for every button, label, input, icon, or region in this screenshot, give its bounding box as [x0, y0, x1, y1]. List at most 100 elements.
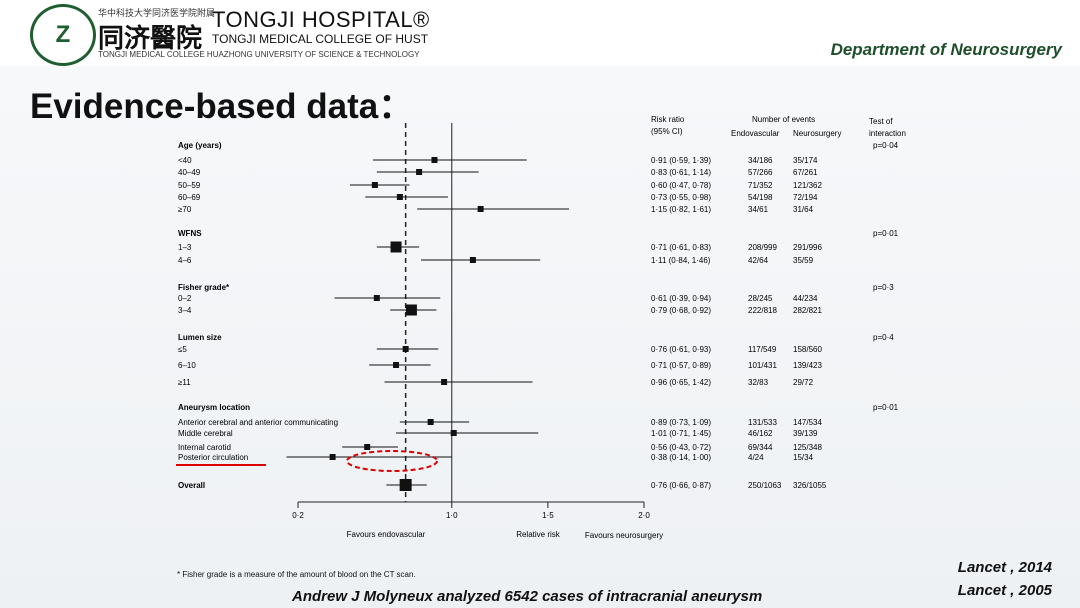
- risk-ratio-value: 0·76 (0·66, 0·87): [651, 481, 711, 490]
- risk-ratio-value: 0·38 (0·14, 1·00): [651, 453, 711, 462]
- header-bar: Z 华中科技大学同济医学院附属 同济醫院 TONGJI HOSPITAL® TO…: [0, 0, 1080, 69]
- header-full-name: TONGJI MEDICAL COLLEGE HUAZHONG UNIVERSI…: [98, 50, 420, 59]
- endovascular-events: 46/162: [748, 429, 773, 438]
- neurosurgery-events: 15/34: [793, 453, 814, 462]
- neurosurgery-events: 35/174: [793, 156, 818, 165]
- risk-ratio-value: 0·76 (0·61, 0·93): [651, 345, 711, 354]
- row-label: Anterior cerebral and anterior communica…: [178, 418, 338, 427]
- reference-1: Lancet , 2014: [957, 559, 1052, 576]
- risk-ratio-value: 0·73 (0·55, 0·98): [651, 193, 711, 202]
- effect-marker: [477, 206, 484, 212]
- effect-marker: [393, 362, 400, 368]
- row-label: 60–69: [178, 193, 201, 202]
- row-label: 6–10: [178, 361, 196, 370]
- interaction-p: p=0·04: [873, 141, 899, 150]
- risk-ratio-value: 0·61 (0·39, 0·94): [651, 294, 711, 303]
- row-label: ≤5: [178, 345, 187, 354]
- axis-label-center: Relative risk: [516, 530, 561, 539]
- risk-ratio-value: 0·89 (0·73, 1·09): [651, 418, 711, 427]
- department-label: Department of Neurosurgery: [830, 40, 1062, 59]
- row-label: 1–3: [178, 243, 192, 252]
- axis-label-right: Favours neurosurgery: [585, 531, 663, 540]
- header-chinese-title: 同济醫院: [98, 24, 203, 54]
- risk-ratio-value: 0·96 (0·65, 1·42): [651, 378, 711, 387]
- neurosurgery-events: 72/194: [793, 193, 818, 202]
- endovascular-events: 57/266: [748, 168, 773, 177]
- endovascular-events: 131/533: [748, 418, 777, 427]
- row-label: 3–4: [178, 306, 192, 315]
- risk-ratio-value: 0·60 (0·47, 0·78): [651, 181, 711, 190]
- effect-marker: [469, 257, 476, 263]
- effect-marker: [431, 157, 438, 163]
- neurosurgery-events: 125/348: [793, 443, 822, 452]
- endovascular-events: 101/431: [748, 361, 777, 370]
- axis-label-left: Favours endovascular: [347, 530, 426, 539]
- neurosurgery-events: 31/64: [793, 205, 814, 214]
- interaction-p: p=0·01: [873, 403, 899, 412]
- tick-label: 1·5: [542, 511, 554, 520]
- row-label: Middle cerebral: [178, 429, 233, 438]
- tick-label: 0·2: [292, 511, 304, 520]
- endovascular-events: 250/1063: [748, 481, 782, 490]
- neurosurgery-events: 326/1055: [793, 481, 827, 490]
- group-label: Age (years): [178, 141, 222, 150]
- effect-marker: [373, 295, 380, 301]
- row-label: 50–59: [178, 181, 201, 190]
- effect-marker: [364, 444, 371, 450]
- group-label: Fisher grade*: [178, 283, 230, 292]
- column-header: interaction: [869, 129, 906, 138]
- tick-label: 1·0: [446, 511, 458, 520]
- column-header: Endovascular: [731, 129, 780, 138]
- endovascular-events: 34/186: [748, 156, 773, 165]
- endovascular-events: 69/344: [748, 443, 773, 452]
- risk-ratio-value: 0·71 (0·61, 0·83): [651, 243, 711, 252]
- effect-marker: [427, 419, 434, 425]
- interaction-p: p=0·3: [873, 283, 894, 292]
- endovascular-events: 32/83: [748, 378, 769, 387]
- group-label: WFNS: [178, 229, 202, 238]
- interaction-p: p=0·01: [873, 229, 899, 238]
- risk-ratio-value: 0·56 (0·43, 0·72): [651, 443, 711, 452]
- highlight-ellipse: [346, 450, 438, 472]
- reference-2: Lancet , 2005: [957, 582, 1052, 599]
- neurosurgery-events: 44/234: [793, 294, 818, 303]
- row-label: 4–6: [178, 256, 192, 265]
- row-label: Overall: [178, 481, 205, 490]
- row-label: 0–2: [178, 294, 192, 303]
- endovascular-events: 42/64: [748, 256, 769, 265]
- footnote: * Fisher grade is a measure of the amoun…: [177, 570, 416, 579]
- effect-marker: [402, 346, 409, 352]
- hospital-logo: Z: [30, 4, 96, 66]
- neurosurgery-events: 147/534: [793, 418, 822, 427]
- caption: Andrew J Molyneux analyzed 6542 cases of…: [292, 588, 763, 605]
- group-label: Aneurysm location: [178, 403, 250, 412]
- effect-marker: [399, 479, 412, 491]
- effect-marker: [371, 182, 378, 188]
- risk-ratio-value: 0·83 (0·61, 1·14): [651, 168, 711, 177]
- risk-ratio-value: 0·91 (0·59, 1·39): [651, 156, 711, 165]
- column-header: Test of: [869, 117, 893, 126]
- neurosurgery-events: 291/996: [793, 243, 822, 252]
- effect-marker: [390, 241, 402, 253]
- neurosurgery-events: 29/72: [793, 378, 814, 387]
- endovascular-events: 71/352: [748, 181, 773, 190]
- slide-title: Evidence-based data：: [30, 87, 414, 126]
- neurosurgery-events: 39/139: [793, 429, 818, 438]
- endovascular-events: 208/999: [748, 243, 777, 252]
- neurosurgery-events: 67/261: [793, 168, 818, 177]
- header-english-subtitle: TONGJI MEDICAL COLLEGE OF HUST: [212, 32, 429, 46]
- column-header: Risk ratio: [651, 115, 685, 124]
- risk-ratio-value: 1·01 (0·71, 1·45): [651, 429, 711, 438]
- row-label: ≥11: [178, 378, 191, 387]
- row-label: Internal carotid: [178, 443, 231, 452]
- risk-ratio-value: 0·71 (0·57, 0·89): [651, 361, 711, 370]
- neurosurgery-events: 35/59: [793, 256, 814, 265]
- column-header: Neurosurgery: [793, 129, 841, 138]
- endovascular-events: 222/818: [748, 306, 777, 315]
- effect-marker: [405, 304, 417, 316]
- effect-marker: [450, 430, 457, 436]
- interaction-p: p=0·4: [873, 333, 894, 342]
- neurosurgery-events: 121/362: [793, 181, 822, 190]
- effect-marker: [396, 194, 403, 200]
